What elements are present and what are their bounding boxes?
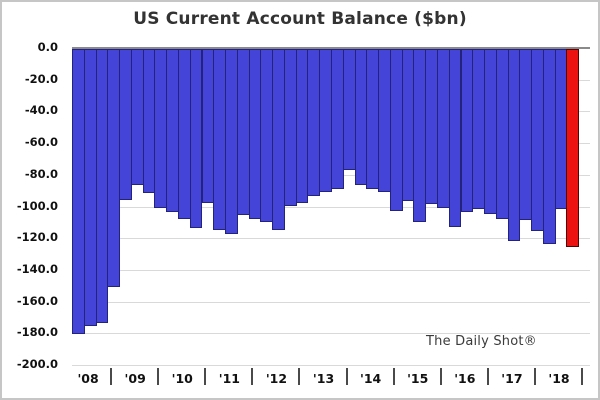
gridline [72,365,590,366]
watermark-text: The Daily Shot® [426,334,537,349]
gridline [72,238,590,240]
x-year-label: '18 [548,371,570,386]
x-axis-tick [157,368,160,385]
x-axis-tick [251,368,254,385]
gridline [72,301,590,303]
x-axis-tick [439,368,442,385]
plot-area [72,47,590,366]
x-axis-tick [204,368,207,385]
y-tick-label: -20.0 [24,71,58,86]
y-tick-label: -40.0 [24,103,58,118]
x-year-label: '13 [312,371,335,386]
x-axis-tick [581,368,583,385]
y-tick-label: -100.0 [16,198,58,213]
bar-2018-Q3-highlighted [566,49,580,248]
x-year-label: '08 [77,371,99,386]
x-axis-tick [392,368,395,385]
x-axis-tick [110,368,113,385]
y-tick-label: -140.0 [16,261,58,276]
y-tick-label: 0.0 [37,40,58,54]
y-tick-label: -60.0 [24,135,58,150]
y-tick-label: -180.0 [16,325,58,340]
x-year-label: '15 [407,371,429,386]
x-axis-tick [298,368,301,385]
y-tick-label: -120.0 [16,230,58,245]
x-axis-tick [533,368,536,385]
y-tick-label: -160.0 [16,293,58,308]
y-tick-label: -200.0 [16,357,58,371]
chart-title: US Current Account Balance ($bn) [133,9,467,29]
x-year-label: '09 [124,371,146,386]
gridline [72,269,590,271]
x-axis-tick [486,368,489,385]
gridline [72,333,590,335]
x-axis-tick [345,368,348,385]
x-year-label: '14 [360,371,382,386]
x-year-label: '12 [265,371,288,386]
x-year-label: '10 [171,371,193,386]
x-year-label: '17 [501,371,523,386]
x-year-label: '11 [218,371,240,386]
gridline [72,206,590,208]
x-year-label: '16 [454,371,476,386]
y-tick-label: -80.0 [24,166,58,181]
